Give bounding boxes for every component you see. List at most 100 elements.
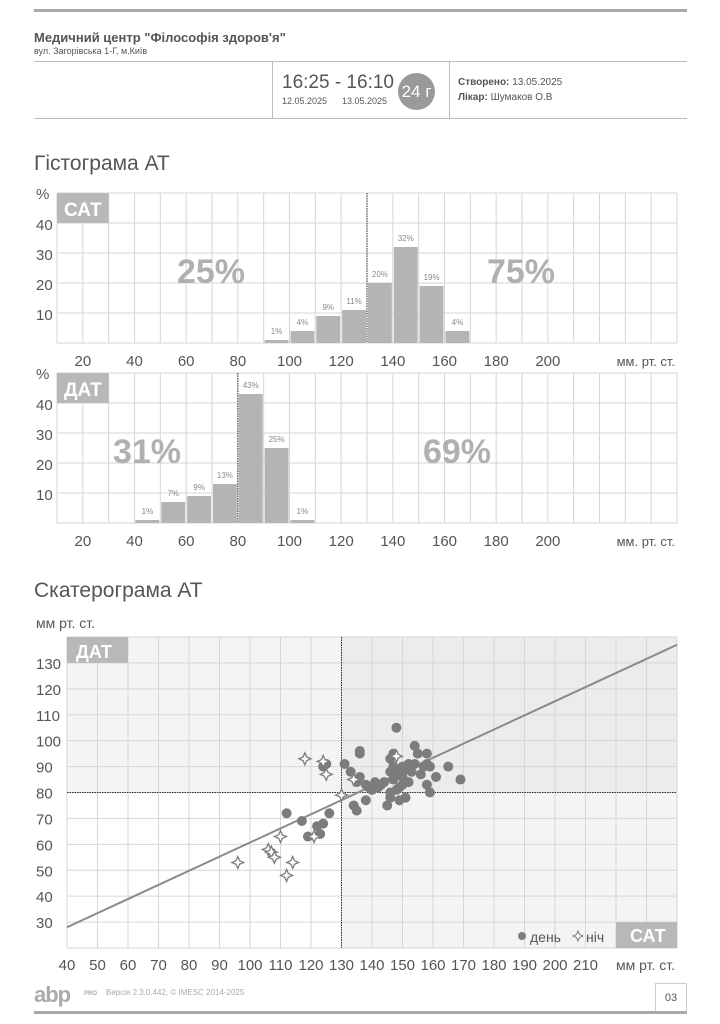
y-axis-unit: % (36, 366, 49, 383)
day-point (391, 722, 402, 733)
bar-value-label: 1% (271, 327, 283, 336)
x-axis-unit: мм. рт. ст. (617, 354, 675, 369)
y-tick-label: 100 (36, 734, 61, 751)
day-point (406, 766, 417, 777)
x-tick-label: 200 (542, 957, 567, 974)
night-point (346, 771, 362, 788)
created-label: Створено: (458, 77, 510, 88)
x-tick-label: 120 (298, 957, 323, 974)
x-tick-label: 180 (484, 353, 509, 370)
x-tick-label: 60 (120, 957, 137, 974)
day-point (431, 771, 442, 782)
histogram-bar (445, 331, 470, 343)
night-point (266, 849, 283, 865)
day-point (318, 818, 329, 829)
above-threshold-percent: 69% (423, 433, 491, 471)
histogram-bar (290, 520, 315, 523)
y-tick-label: 20 (36, 277, 53, 294)
page-number: 03 (655, 983, 687, 1012)
day-point (324, 808, 335, 819)
axis-label-text: ДАТ (64, 380, 102, 401)
y-tick-label: 40 (36, 217, 53, 234)
night-point (315, 753, 331, 770)
x-tick-label: 20 (74, 533, 91, 550)
day-point (412, 748, 423, 759)
histogram-bar (135, 520, 160, 523)
y-tick-label: 30 (36, 427, 53, 444)
bar-value-label: 7% (167, 489, 179, 498)
x-tick-label: 170 (451, 957, 476, 974)
bar-value-label: 9% (322, 303, 334, 312)
y-tick-label: 50 (36, 863, 53, 880)
histogram-bar (238, 394, 263, 523)
y-tick-label: 60 (36, 837, 53, 854)
monitoring-start-date: 12.05.2025 (282, 96, 328, 106)
x-tick-label: 40 (126, 533, 143, 550)
bar-value-label: 11% (346, 297, 361, 306)
y-tick-label: 30 (36, 915, 53, 932)
x-tick-label: 60 (178, 533, 195, 550)
histogram-bar (316, 316, 341, 343)
x-tick-label: 70 (150, 957, 167, 974)
day-point (360, 795, 371, 806)
y-tick-label: 90 (36, 760, 53, 777)
histogram-bar (342, 310, 366, 343)
y-tick-label: 30 (36, 247, 53, 264)
bar-value-label: 19% (424, 273, 440, 282)
histogram-bar (161, 502, 186, 523)
x-axis-label-text: САТ (630, 926, 666, 946)
legend-day-icon (518, 932, 526, 940)
header-divider-bottom (34, 118, 687, 119)
x-tick-label: 50 (89, 957, 106, 974)
created-value: 13.05.2025 (512, 77, 563, 88)
night-point (388, 748, 405, 764)
y-axis-unit: % (36, 186, 49, 203)
x-tick-label: 150 (390, 957, 415, 974)
day-point (421, 779, 432, 790)
x-tick-label: 160 (432, 353, 457, 370)
y-tick-label: 10 (36, 487, 53, 504)
y-tick-label: 120 (36, 682, 61, 699)
bottom-divider-bar (34, 1011, 687, 1014)
histogram-bar (264, 340, 289, 343)
created-info: Створено: 13.05.2025 (458, 77, 562, 88)
y-tick-label: 40 (36, 889, 53, 906)
histogram-bar (290, 331, 315, 343)
scatter-section-title: Скатерограма АТ (34, 579, 203, 602)
x-tick-label: 180 (484, 533, 509, 550)
histogram-bar (264, 448, 289, 523)
x-tick-label: 20 (74, 353, 91, 370)
x-axis-unit: мм рт. ст. (616, 957, 675, 973)
bp-scatter-plot: ДАТ САТ день ніч мм рт. ст. 30 40 50 60 70 80 90 100… (36, 615, 678, 974)
y-tick-label: 80 (36, 786, 53, 803)
night-point (272, 828, 289, 845)
x-tick-label: 80 (181, 957, 198, 974)
doctor-label: Лікар: (458, 92, 488, 103)
night-point (285, 854, 301, 871)
above-threshold-percent: 75% (487, 253, 555, 291)
bar-value-label: 43% (243, 381, 259, 390)
x-axis-label-box (616, 922, 677, 948)
bar-value-label: 9% (193, 483, 205, 492)
y-tick-label: 10 (36, 307, 53, 324)
x-tick-label: 180 (481, 957, 506, 974)
y-tick-label: 20 (36, 457, 53, 474)
day-point (281, 808, 292, 819)
x-tick-label: 120 (329, 353, 354, 370)
night-point (306, 828, 322, 845)
day-point (415, 769, 426, 780)
y-tick-label: 70 (36, 811, 53, 828)
histogram-bar (368, 283, 392, 343)
day-point (443, 761, 454, 772)
day-point (455, 774, 466, 785)
legend-day-label: день (530, 929, 561, 945)
bar-value-label: 4% (297, 318, 309, 327)
night-point (318, 766, 334, 783)
x-tick-label: 90 (211, 957, 228, 974)
y-axis-label-text: ДАТ (76, 642, 112, 662)
header-divider-top (34, 61, 687, 62)
monitoring-end-date: 13.05.2025 (342, 96, 388, 106)
y-tick-label: 110 (36, 708, 60, 725)
x-tick-label: 200 (535, 353, 560, 370)
y-tick-label: 130 (36, 656, 61, 673)
